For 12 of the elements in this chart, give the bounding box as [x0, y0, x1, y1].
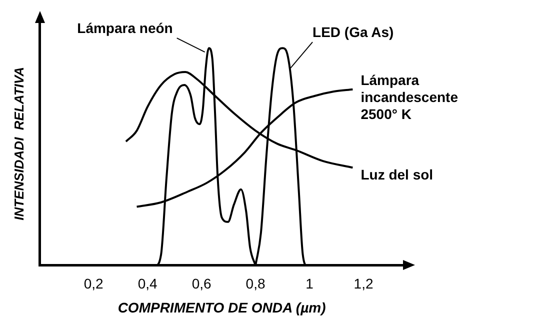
- series-label: Luz del sol: [360, 166, 434, 182]
- series-label: Lámpara incandescente 2500° K: [360, 72, 458, 122]
- x-tick-label: 0,8: [246, 276, 266, 292]
- x-axis-title: COMPRIMENTO DE ONDA (µm): [118, 299, 326, 316]
- x-tick-label: 0,2: [84, 276, 104, 292]
- x-tick-label: 1: [306, 276, 314, 292]
- text: LED (Ga As): [312, 24, 394, 40]
- x-tick-label: 0,4: [138, 276, 158, 292]
- x-tick-label: 1,2: [354, 276, 374, 292]
- x-tick-label: 0,6: [192, 276, 212, 292]
- y-axis-title: INTENSIDADI RELATIVA: [11, 67, 26, 220]
- text: Lámpara neón: [77, 20, 173, 36]
